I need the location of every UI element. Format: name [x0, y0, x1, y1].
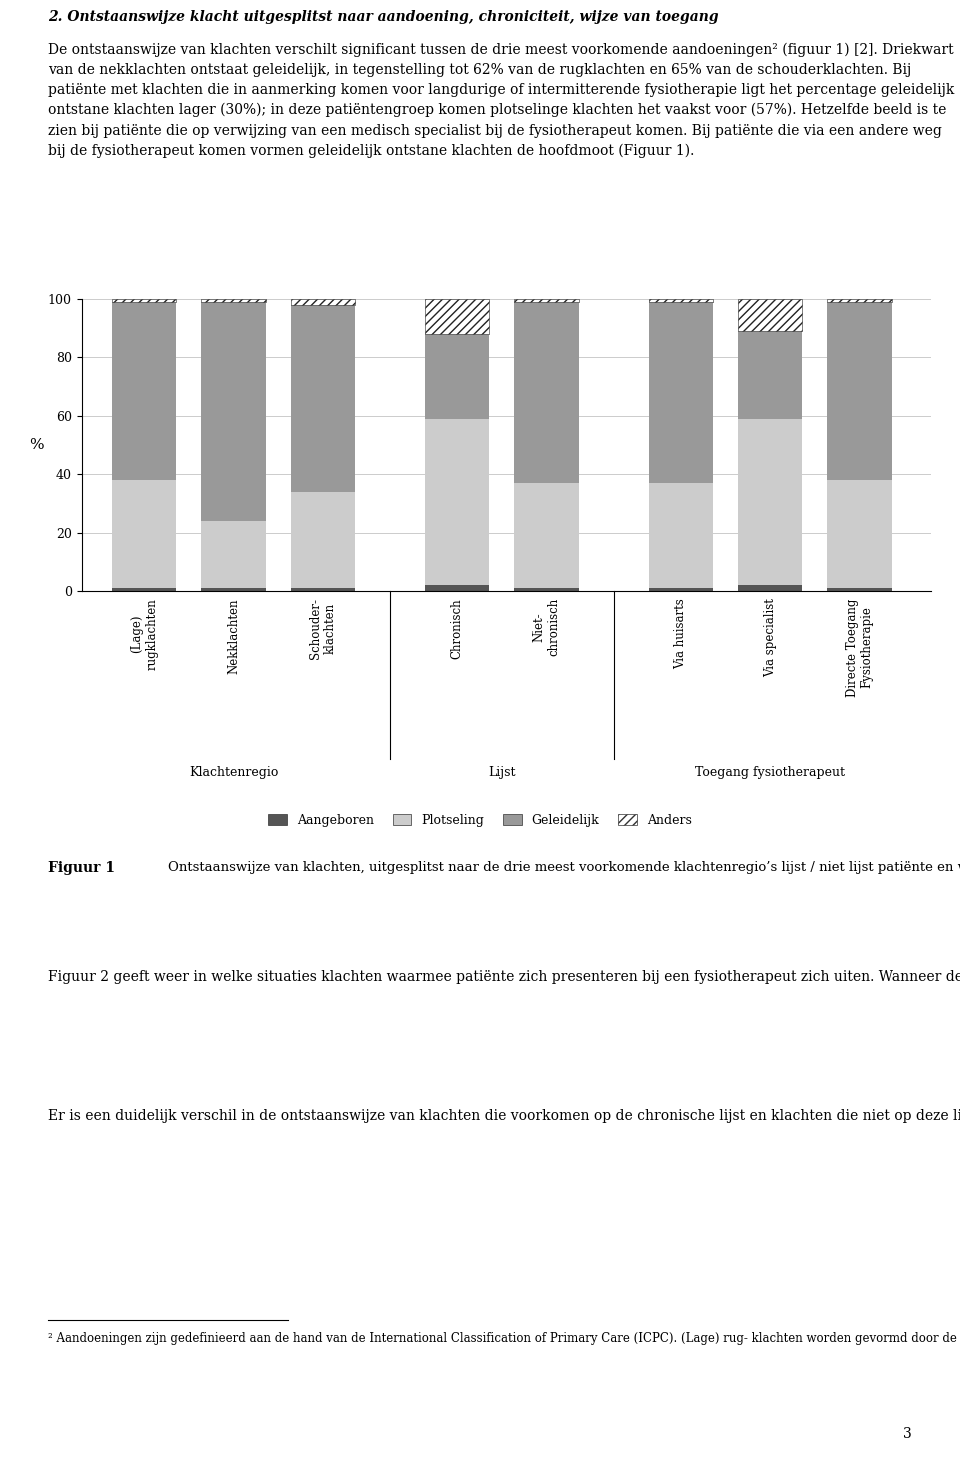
Bar — [112, 480, 177, 588]
Text: Toegang fysiotherapeut: Toegang fysiotherapeut — [695, 766, 845, 779]
Text: Figuur 1: Figuur 1 — [48, 861, 115, 875]
Text: Ontstaanswijze van klachten, uitgesplitst naar de drie meest voorkomende klachte: Ontstaanswijze van klachten, uitgesplits… — [168, 861, 960, 874]
Bar — [112, 299, 177, 302]
Bar — [202, 302, 266, 521]
Bar — [202, 521, 266, 588]
Text: 3: 3 — [903, 1427, 912, 1441]
Bar — [649, 299, 713, 302]
Text: Niet-
chronisch: Niet- chronisch — [533, 598, 561, 657]
Text: Nekklachten: Nekklachten — [228, 598, 240, 674]
Bar — [515, 299, 579, 302]
Bar — [828, 480, 892, 588]
Bar — [291, 305, 355, 492]
Bar — [738, 331, 803, 419]
Bar — [291, 299, 355, 305]
Bar — [828, 588, 892, 591]
Text: Via huisarts: Via huisarts — [674, 598, 687, 668]
Text: Chronisch: Chronisch — [450, 598, 464, 659]
Bar — [738, 585, 803, 591]
Bar — [425, 334, 490, 419]
Bar — [649, 588, 713, 591]
Bar — [515, 483, 579, 588]
Bar — [202, 588, 266, 591]
Legend: Aangeboren, Plotseling, Geleidelijk, Anders: Aangeboren, Plotseling, Geleidelijk, And… — [263, 808, 697, 832]
Bar — [112, 588, 177, 591]
Text: Er is een duidelijk verschil in de ontstaanswijze van klachten die voorkomen op : Er is een duidelijk verschil in de ontst… — [48, 1109, 960, 1123]
Text: (Lage)
rugklachten: (Lage) rugklachten — [131, 598, 158, 670]
Y-axis label: %: % — [30, 438, 44, 452]
Text: De ontstaanswijze van klachten verschilt significant tussen de drie meest voorko: De ontstaanswijze van klachten verschilt… — [48, 42, 954, 158]
Bar — [828, 302, 892, 480]
Bar — [515, 588, 579, 591]
Bar — [515, 302, 579, 483]
Text: Via specialist: Via specialist — [764, 598, 777, 677]
Bar — [291, 588, 355, 591]
Text: Klachtenregio: Klachtenregio — [189, 766, 278, 779]
Bar — [425, 299, 490, 334]
Text: Lijst: Lijst — [489, 766, 516, 779]
Text: 2. Ontstaanswijze klacht uitgesplitst naar aandoening, chroniciteit, wijze van t: 2. Ontstaanswijze klacht uitgesplitst na… — [48, 10, 719, 25]
Bar — [425, 419, 490, 585]
Bar — [649, 483, 713, 588]
Bar — [828, 299, 892, 302]
Text: ² Aandoeningen zijn gedefinieerd aan de hand van de International Classification: ² Aandoeningen zijn gedefinieerd aan de … — [48, 1332, 960, 1345]
Bar — [291, 492, 355, 588]
Bar — [112, 302, 177, 480]
Bar — [738, 299, 803, 331]
Text: Figuur 2 geeft weer in welke situaties klachten waarmee patiënte zich presentere: Figuur 2 geeft weer in welke situaties k… — [48, 970, 960, 985]
Bar — [738, 419, 803, 585]
Bar — [649, 302, 713, 483]
Text: Directe Toegang
Fysiotherapie: Directe Toegang Fysiotherapie — [846, 598, 874, 696]
Bar — [202, 299, 266, 302]
Text: Schouder-
klachten: Schouder- klachten — [309, 598, 337, 659]
Bar — [425, 585, 490, 591]
